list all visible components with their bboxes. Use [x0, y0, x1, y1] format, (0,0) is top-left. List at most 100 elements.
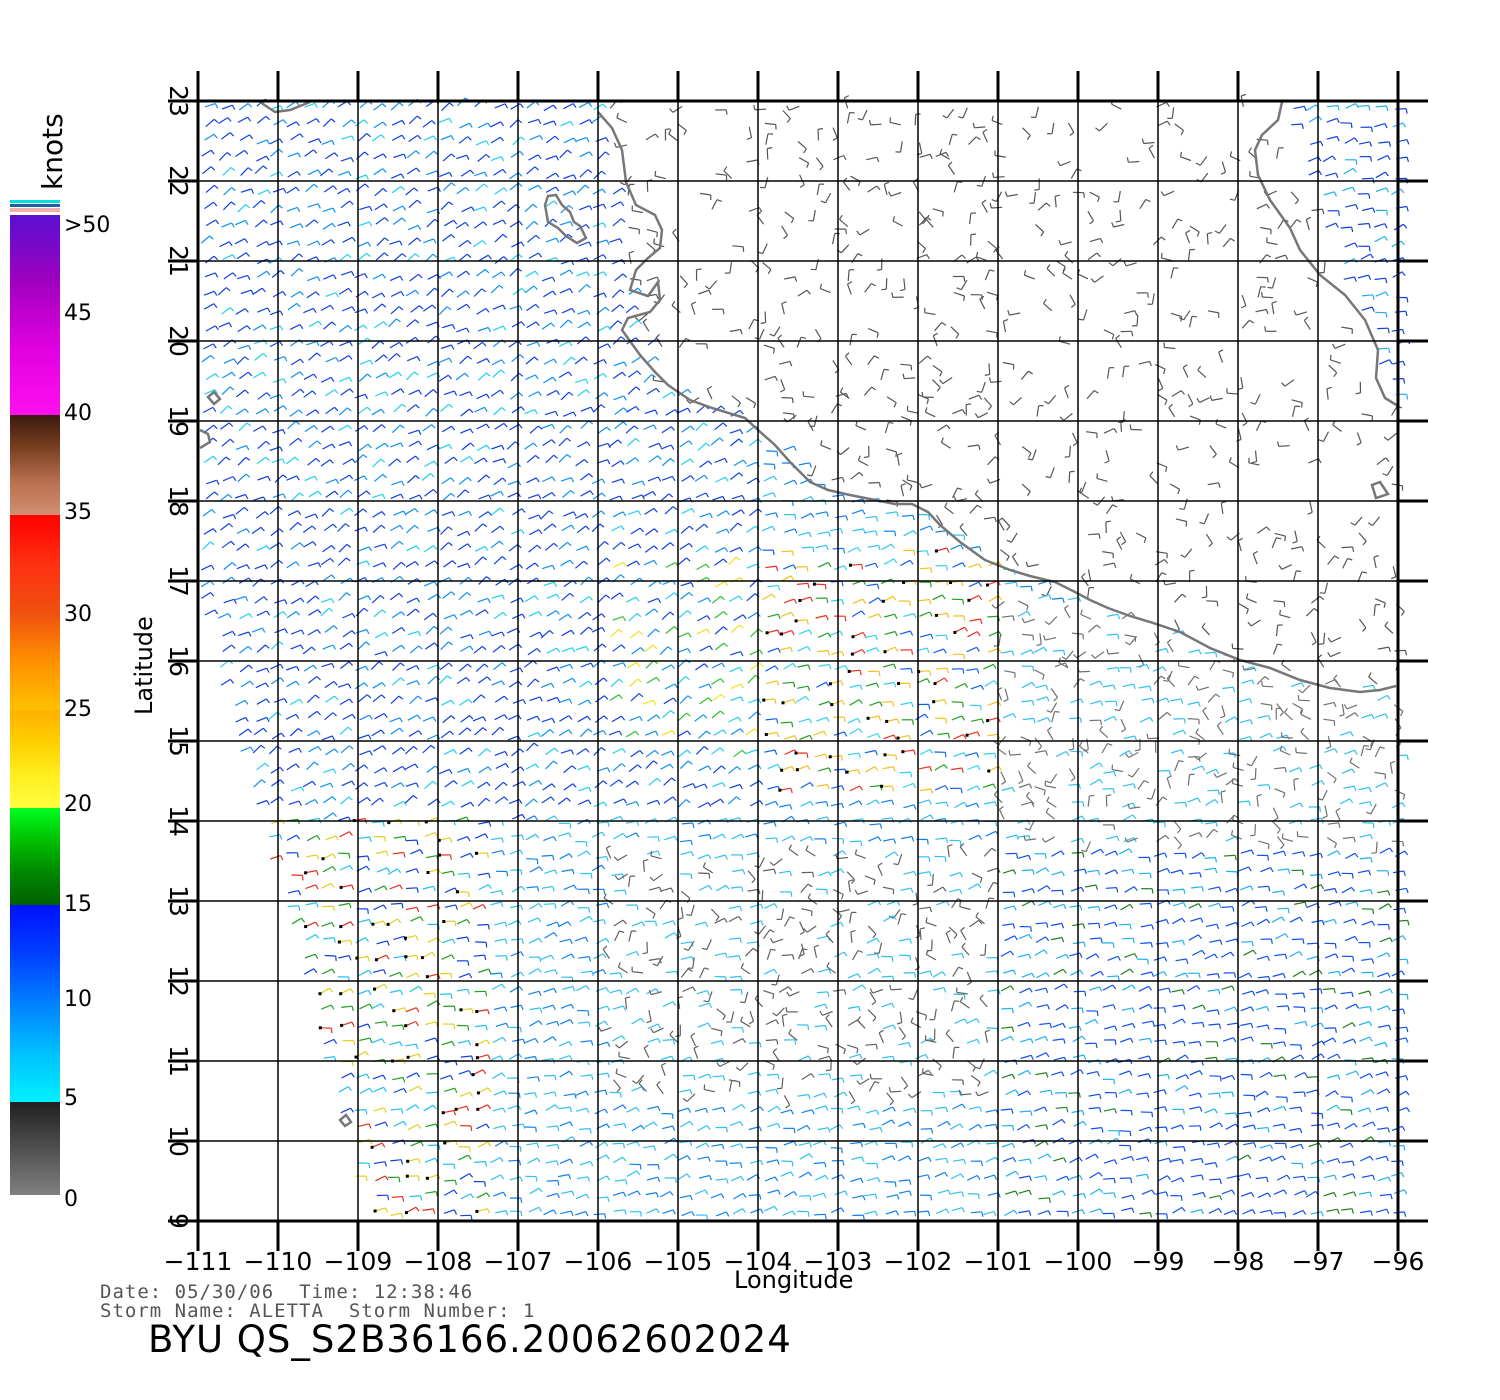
- wind-barb: [1227, 392, 1239, 395]
- wind-barb: [529, 631, 540, 638]
- wind-barb-tick: [620, 525, 625, 531]
- wind-barb-tick: [1183, 718, 1186, 724]
- wind-barb-tick: [1301, 682, 1305, 688]
- wind-barb-tick: [385, 850, 389, 856]
- wind-barb: [1254, 824, 1256, 836]
- wind-barb: [337, 187, 348, 195]
- wind-barb-tick: [723, 166, 728, 172]
- wind-barb-tick: [316, 341, 320, 347]
- wind-barb-tick: [912, 719, 914, 725]
- wind-barb-tick: [724, 458, 728, 464]
- wind-barb: [1326, 117, 1338, 123]
- wind-barb: [559, 221, 571, 226]
- wind-barb: [205, 184, 215, 194]
- wind-barb: [1361, 713, 1373, 719]
- wind-barb-tick: [808, 629, 813, 635]
- wind-barb: [591, 478, 603, 485]
- wind-barb-tick: [381, 292, 386, 298]
- wind-barb-tick: [988, 377, 992, 383]
- wind-barb-tick: [521, 834, 525, 841]
- wind-barb: [355, 290, 366, 298]
- wind-barb-tick: [913, 804, 917, 810]
- wind-barb: [337, 816, 349, 821]
- wind-barb-tick: [1383, 602, 1386, 608]
- wind-barb-tick: [810, 513, 815, 518]
- wind-barb: [698, 834, 710, 837]
- wind-barb: [818, 562, 829, 568]
- wind-barb: [655, 337, 663, 348]
- wind-barb: [1106, 835, 1118, 840]
- wind-barb: [271, 677, 281, 685]
- wind-barb-tick: [688, 543, 693, 548]
- wind-barb: [665, 592, 675, 600]
- wind-barb-tick: [246, 325, 251, 330]
- wind-barb: [818, 767, 829, 772]
- wind-barb: [493, 407, 503, 416]
- wind-barb-tick: [431, 424, 436, 429]
- wind-barb: [286, 665, 297, 671]
- wind-barb: [290, 629, 302, 635]
- wind-barb: [833, 768, 845, 771]
- wind-barb-tick: [724, 476, 729, 482]
- wind-barb: [222, 513, 234, 519]
- wind-barb: [526, 477, 537, 484]
- wind-barb-tick: [280, 677, 285, 682]
- wind-barb: [659, 646, 669, 656]
- wind-barb: [253, 425, 264, 432]
- wind-barb-tick: [536, 859, 539, 865]
- wind-barb: [1279, 614, 1291, 619]
- wind-barb: [594, 780, 604, 789]
- wind-barb: [966, 785, 978, 791]
- wind-barb-tick: [637, 678, 642, 683]
- wind-barb-tick: [572, 411, 577, 417]
- wind-barb: [918, 670, 930, 673]
- wind-barb: [864, 562, 876, 567]
- wind-barb: [406, 371, 415, 381]
- wind-barb: [920, 814, 931, 821]
- wind-barb-tick: [399, 576, 404, 581]
- wind-barb-tick: [1299, 802, 1304, 808]
- wind-barb: [322, 853, 334, 860]
- wind-barb-tick: [703, 474, 709, 480]
- wind-barb-tick: [928, 799, 932, 805]
- wind-barb: [1328, 364, 1338, 374]
- wind-barb-tick: [467, 136, 472, 141]
- wind-barb-tick: [1226, 536, 1232, 541]
- wind-barb-tick: [484, 833, 489, 839]
- wind-barb-tick: [909, 601, 911, 607]
- wind-barb-tick: [584, 513, 589, 519]
- wind-barb: [1281, 564, 1292, 570]
- wind-barb-tick: [278, 641, 284, 646]
- wind-barb: [340, 200, 351, 209]
- wind-barb-tick: [958, 116, 964, 119]
- wind-barb-tick: [1045, 476, 1051, 479]
- wind-barb-tick: [793, 445, 797, 451]
- wind-barb-tick: [621, 187, 627, 193]
- wind-barb-tick: [926, 254, 930, 260]
- wind-barb: [902, 749, 914, 753]
- wind-barb: [200, 235, 210, 244]
- wind-barb: [355, 782, 365, 790]
- wind-barb-tick: [384, 543, 388, 549]
- wind-barb: [1291, 405, 1296, 417]
- wind-barb: [438, 374, 449, 382]
- wind-barb: [1322, 155, 1333, 163]
- wind-barb-tick: [1162, 666, 1167, 672]
- wind-barb-tick: [652, 644, 658, 650]
- wind-barb-tick: [500, 156, 505, 162]
- wind-barb-tick: [877, 545, 881, 551]
- wind-barb: [597, 442, 609, 448]
- wind-barb: [644, 409, 656, 414]
- wind-barb: [1272, 821, 1281, 830]
- wind-barb-tick: [260, 526, 265, 532]
- wind-barb-tick: [1298, 767, 1303, 773]
- wind-barb-tick: [928, 599, 932, 605]
- wind-barb-tick: [521, 287, 526, 293]
- wind-barb-tick: [1113, 562, 1117, 569]
- wind-barb: [1073, 678, 1081, 688]
- wind-barb: [1278, 445, 1290, 447]
- wind-barb: [577, 799, 589, 806]
- wind-barb: [818, 663, 830, 667]
- wind-barb-tick: [893, 558, 898, 564]
- wind-barb-tick: [431, 304, 437, 310]
